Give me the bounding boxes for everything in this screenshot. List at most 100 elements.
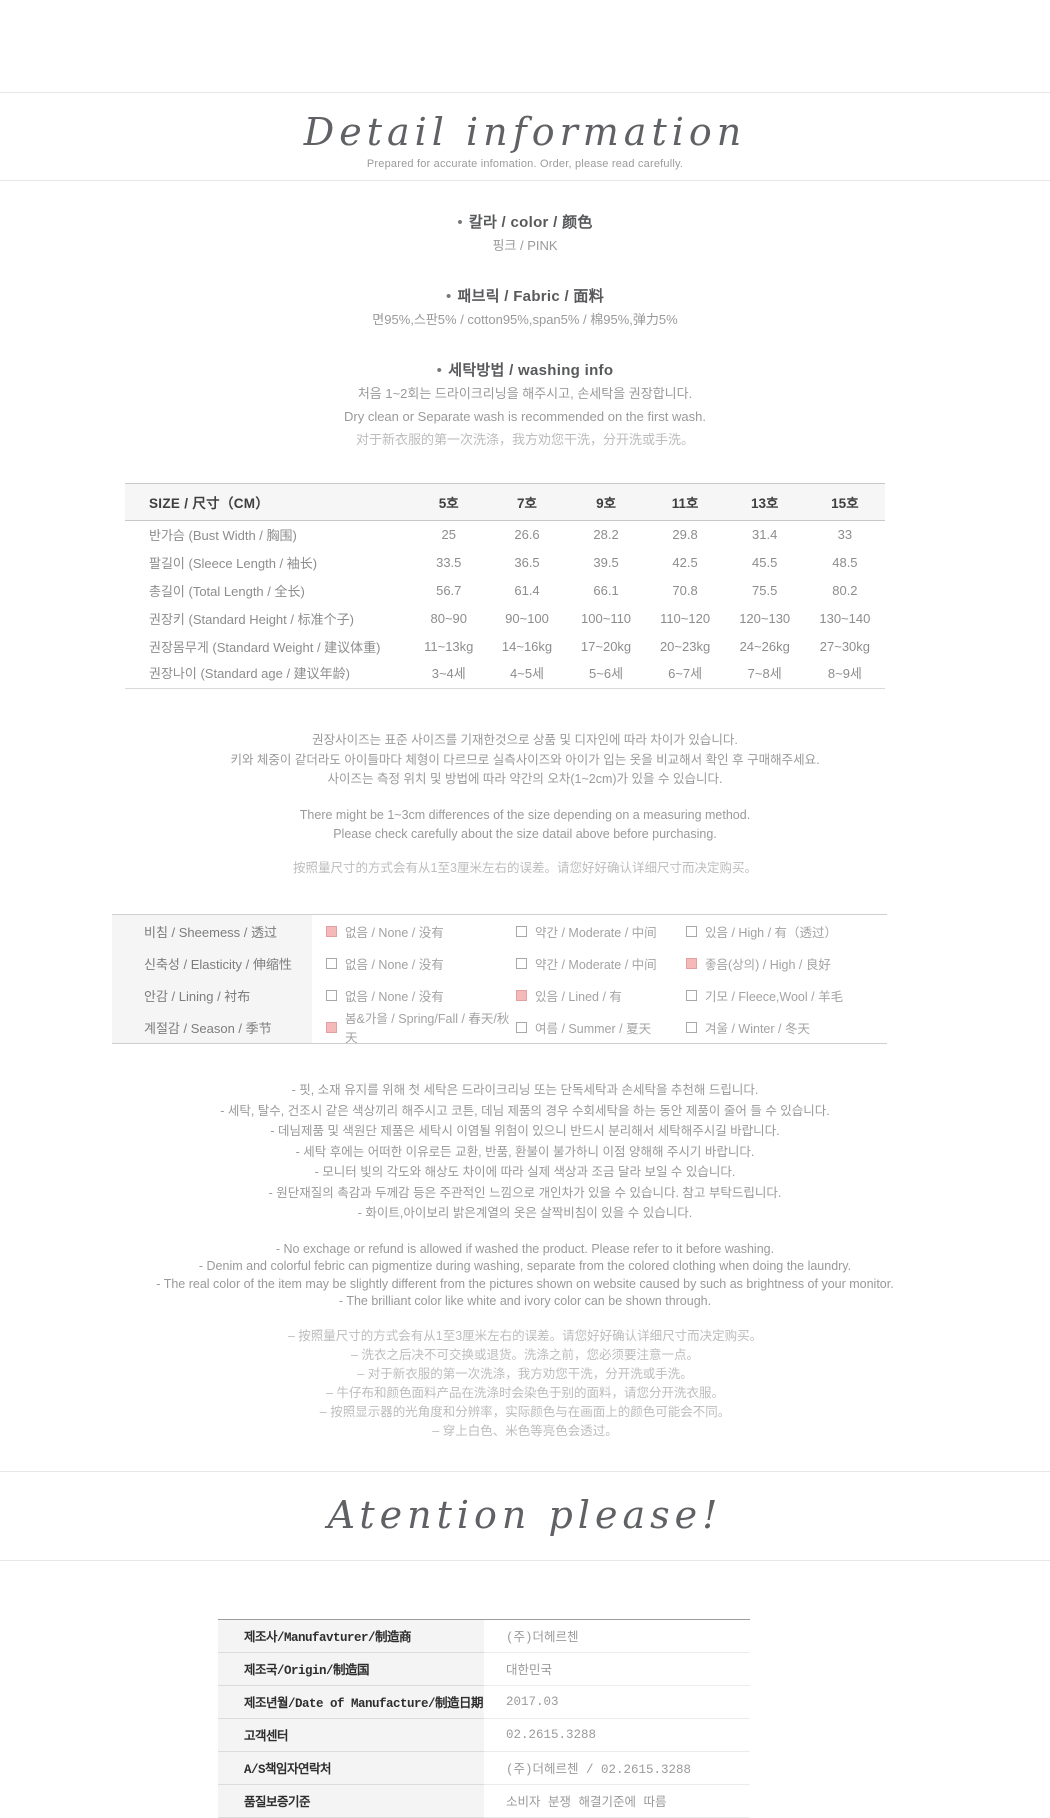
size-cell: 100~110 xyxy=(581,611,632,626)
care-note: – 按照量尺寸的方式会有从1至3厘米左右的误差。请您好好确认详细尺寸而决定购买。 xyxy=(287,1328,763,1343)
size-cell: 6~7세 xyxy=(645,660,725,689)
color-section: • 칼라 / color / 颜色 핑크 / PINK xyxy=(0,211,1050,255)
attribute-option-label: 있음 / High / 有（透过） xyxy=(705,925,838,940)
washing-line: 처음 1~2회는 드라이크리닝을 해주시고, 손세탁을 권장합니다. xyxy=(357,386,693,401)
attention-title: Atention please! xyxy=(327,1492,723,1537)
attribute-table: 비침 / Sheemess / 透过 없음 / None / 没有 약간 / Mod… xyxy=(112,914,887,1046)
attribute-label: 계절감 / Season / 季节 xyxy=(112,1011,312,1043)
size-note: There might be 1~3cm differences of the … xyxy=(299,807,751,822)
attribute-option-label: 좋음(상의) / High / 良好 xyxy=(705,957,831,972)
size-cell: 48.5 xyxy=(832,555,858,570)
attribute-option-label: 없음 / None / 没有 xyxy=(345,925,444,940)
care-note: – 洗衣之后决不可交换或退货。洗涤之前，您必须要注意一点。 xyxy=(351,1347,699,1362)
size-notes-english: There might be 1~3cm differences of the … xyxy=(0,806,1050,845)
size-table-title: SIZE / 尺寸（CM） xyxy=(125,483,410,521)
size-cell: 7~8세 xyxy=(724,660,805,689)
size-cell: 110~120 xyxy=(660,611,711,626)
washing-heading: • 세탁방법 / washing info xyxy=(436,362,614,379)
size-cell: 27~30kg xyxy=(819,639,871,654)
size-cell: 56.7 xyxy=(436,583,462,598)
size-cell: 31.4 xyxy=(752,527,778,543)
care-notes-chinese: – 按照量尺寸的方式会有从1至3厘米左右的误差。请您好好确认详细尺寸而决定购买。… xyxy=(0,1327,1050,1441)
size-note: 권장사이즈는 표준 사이즈를 기재한것으로 상품 및 디자인에 따라 차이가 있… xyxy=(312,733,738,747)
attribute-options: 없음 / None / 没有 있음 / Lined / 有 기모 / Fleece,… xyxy=(312,986,887,1005)
manufacturer-row-value: 2017.03 xyxy=(484,1686,750,1719)
size-cell: 120~130 xyxy=(739,611,791,626)
care-note: - 원단재질의 촉감과 두께감 등은 주관적인 느낌으로 개인차가 있을 수 있… xyxy=(268,1185,782,1200)
divider xyxy=(0,1470,1050,1472)
attribute-option: 봄&가을 / Spring/Fall / 春天/秋天 xyxy=(326,1008,516,1046)
attribute-option-label: 약간 / Moderate / 中间 xyxy=(535,925,657,940)
care-note: - 세탁, 탈수, 건조시 같은 색상끼리 해주시고 코튼, 데님 제품의 경우… xyxy=(220,1103,830,1118)
attribute-label: 안감 / Lining / 衬布 xyxy=(112,979,312,1011)
size-column-header: 13호 xyxy=(724,483,805,521)
size-note: Please check carefully about the size da… xyxy=(333,827,717,841)
attribute-option: 기모 / Fleece,Wool / 羊毛 xyxy=(686,986,887,1005)
attribute-option: 여름 / Summer / 夏天 xyxy=(516,1018,686,1037)
size-cell: 17~20kg xyxy=(580,639,632,654)
manufacturer-row-label: 제조국/Origin/制造国 xyxy=(218,1652,484,1686)
checkbox-icon xyxy=(326,925,337,937)
size-cell: 45.5 xyxy=(752,555,778,570)
size-table-row: 반가슴 (Bust Width / 胸围) 25 26.6 28.2 29.8 31.4 3… xyxy=(125,521,885,549)
manufacturer-row: 제조년월/Date of Manufacture/制造日期 2017.03 xyxy=(218,1685,750,1719)
size-cell: 75.5 xyxy=(752,583,778,598)
size-cell: 29.8 xyxy=(672,527,698,543)
manufacturer-row-label: A/S책임자연락처 xyxy=(218,1751,484,1785)
size-cell: 80.2 xyxy=(832,583,858,598)
size-table-row: 권장몸무게 (Standard Weight / 建议体重) 11~13kg 14~… xyxy=(125,633,885,661)
size-row-label: 총길이 (Total Length / 全长) xyxy=(149,584,305,599)
divider xyxy=(0,92,1050,93)
checkbox-icon xyxy=(326,1021,337,1033)
size-row-label: 반가슴 (Bust Width / 胸围) xyxy=(149,528,297,544)
care-note: - Denim and colorful febric can pigmenti… xyxy=(198,1259,852,1273)
manufacturer-row-label: 고객센터 xyxy=(218,1718,484,1752)
size-column-header: 5호 xyxy=(410,483,488,521)
checkbox-icon xyxy=(326,989,337,1001)
checkbox-icon xyxy=(516,957,527,969)
size-cell: 61.4 xyxy=(514,583,540,598)
attribute-option-label: 기모 / Fleece,Wool / 羊毛 xyxy=(705,989,844,1004)
fabric-section: • 패브릭 / Fabric / 面料 면95%,스판5% / cotton95%… xyxy=(0,285,1050,329)
size-cell: 3~4세 xyxy=(410,660,488,689)
bullet-icon: • xyxy=(436,362,443,379)
manufacturer-row: A/S책임자연락처 (주)더헤르첸 / 02.2615.3288 xyxy=(218,1751,750,1785)
size-cell: 20~23kg xyxy=(659,639,711,654)
size-table-header: SIZE / 尺寸（CM） 5호 7호 9호 11호 13호 15호 xyxy=(125,483,885,521)
size-table-body: 반가슴 (Bust Width / 胸围) 25 26.6 28.2 29.8 31.4 3… xyxy=(125,521,885,689)
attribute-option-label: 없음 / None / 没有 xyxy=(345,989,444,1004)
size-cell: 25 xyxy=(441,527,456,543)
care-note: – 对于新衣服的第一次洗涤，我方劝您干洗，分开洗或手洗。 xyxy=(357,1366,693,1381)
checkbox-icon xyxy=(686,957,697,969)
care-note: – 牛仔布和颜色面料产品在洗涤时会染色于别的面料，请您分开洗衣服。 xyxy=(326,1385,724,1400)
size-cell: 39.5 xyxy=(593,555,619,570)
care-note: - 세탁 후에는 어떠한 이유로든 교환, 반품, 환불이 불가하니 이점 양해… xyxy=(295,1144,755,1159)
manufacturer-row: 제조국/Origin/制造国 대한민국 xyxy=(218,1652,750,1686)
attribute-option: 좋음(상의) / High / 良好 xyxy=(686,954,887,973)
bullet-icon: • xyxy=(457,214,463,231)
divider xyxy=(0,180,1050,181)
bullet-icon: • xyxy=(445,288,452,305)
attribute-option: 있음 / High / 有（透过） xyxy=(686,922,887,941)
attribute-option: 약간 / Moderate / 中间 xyxy=(516,954,686,973)
size-row-label: 권장나이 (Standard age / 建议年龄) xyxy=(125,660,410,689)
checkbox-icon xyxy=(516,1021,527,1033)
detail-title: Detail information xyxy=(303,110,747,154)
size-table-row: 팔길이 (Sleece Length / 袖长) 33.5 36.5 39.5 42.5… xyxy=(125,549,885,577)
size-cell: 5~6세 xyxy=(566,660,646,689)
care-note: - No exchage or refund is allowed if was… xyxy=(275,1241,775,1256)
manufacturer-row-value: 02.2615.3288 xyxy=(484,1719,750,1752)
attribute-row: 비침 / Sheemess / 透过 없음 / None / 没有 약간 / Mod… xyxy=(112,915,887,947)
washing-line: 对于新衣服的第一次洗涤，我方劝您干洗，分开洗或手洗。 xyxy=(355,432,694,447)
size-notes-korean: 권장사이즈는 표준 사이즈를 기재한것으로 상품 및 디자인에 따라 차이가 있… xyxy=(0,731,1050,790)
manufacturer-row: 고객센터 02.2615.3288 xyxy=(218,1718,750,1752)
checkbox-icon xyxy=(686,989,697,1001)
size-table-row: 권장키 (Standard Height / 标准个子) 80~90 90~100 1… xyxy=(125,605,885,633)
size-note: 按照量尺寸的方式会有从1至3厘米左右的误差。请您好好确认详细尺寸而决定购买。 xyxy=(293,860,757,875)
color-value: 핑크 / PINK xyxy=(492,238,558,253)
care-note: - The brilliant color like white and ivo… xyxy=(338,1294,712,1308)
size-cell: 14~16kg xyxy=(501,639,553,654)
size-column-header: 9호 xyxy=(566,483,646,521)
size-row-label: 권장키 (Standard Height / 标准个子) xyxy=(149,612,354,627)
attribute-option: 없음 / None / 没有 xyxy=(326,954,516,973)
